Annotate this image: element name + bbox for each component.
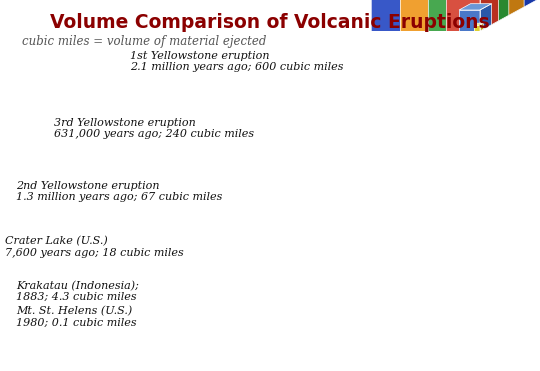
Polygon shape [371,0,480,31]
Polygon shape [474,23,483,25]
Text: Mt. St. Helens (U.S.)
1980; 0.1 cubic miles: Mt. St. Helens (U.S.) 1980; 0.1 cubic mi… [16,306,137,328]
Polygon shape [480,0,498,31]
Polygon shape [474,25,480,31]
Text: 2nd Yellowstone eruption
1.3 million years ago; 67 cubic miles: 2nd Yellowstone eruption 1.3 million yea… [16,181,222,202]
Polygon shape [480,0,509,31]
Polygon shape [428,0,480,31]
Polygon shape [480,0,524,31]
Polygon shape [480,23,483,31]
Polygon shape [400,0,480,31]
Text: 1st Yellowstone eruption
2.1 million years ago; 600 cubic miles: 1st Yellowstone eruption 2.1 million yea… [130,51,343,72]
Polygon shape [446,0,480,31]
Polygon shape [459,10,480,31]
Polygon shape [459,4,491,10]
Text: 3rd Yellowstone eruption
631,000 years ago; 240 cubic miles: 3rd Yellowstone eruption 631,000 years a… [54,118,254,139]
Text: Crater Lake (U.S.)
7,600 years ago; 18 cubic miles: Crater Lake (U.S.) 7,600 years ago; 18 c… [5,236,184,258]
Polygon shape [480,0,540,31]
Text: Volume Comparison of Volcanic Eruptions: Volume Comparison of Volcanic Eruptions [50,13,490,32]
Text: Krakatau (Indonesia);
1883; 4.3 cubic miles: Krakatau (Indonesia); 1883; 4.3 cubic mi… [16,280,139,302]
Text: cubic miles = volume of material ejected: cubic miles = volume of material ejected [22,35,266,48]
Polygon shape [480,4,491,31]
